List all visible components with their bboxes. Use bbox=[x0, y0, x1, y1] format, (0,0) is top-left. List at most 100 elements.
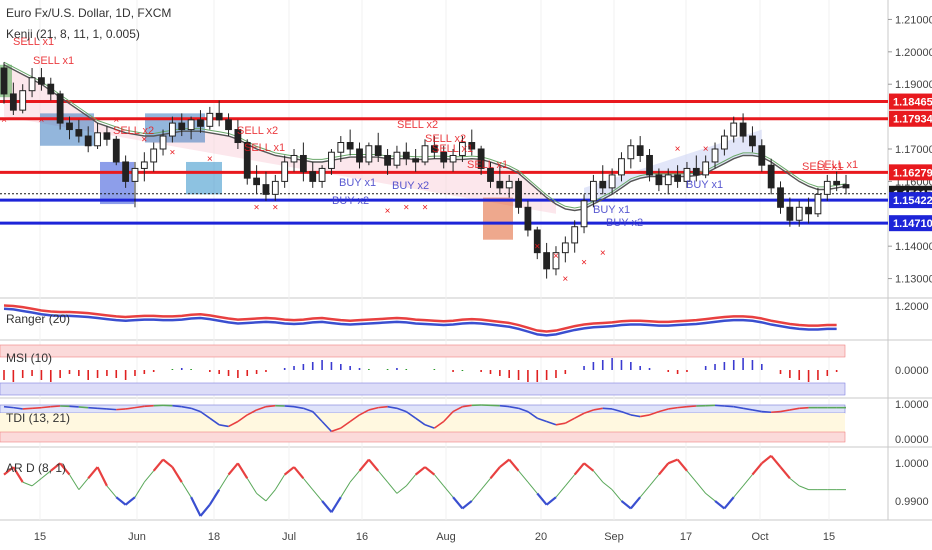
candle-up bbox=[702, 161, 710, 176]
candle-down bbox=[299, 154, 307, 173]
candle-up bbox=[187, 119, 195, 131]
y-tick-label: 1.20000 bbox=[895, 47, 932, 59]
candle bbox=[571, 220, 579, 253]
candle bbox=[608, 168, 616, 195]
candle-up bbox=[664, 174, 672, 186]
signal-cross-marker: × bbox=[141, 135, 147, 146]
tdi-line-segment bbox=[668, 406, 678, 410]
candle-up bbox=[561, 242, 569, 254]
x-tick-label: Sep bbox=[604, 531, 624, 543]
candle-up bbox=[711, 148, 719, 163]
y-axis: 1.210001.200001.190001.170001.160001.140… bbox=[888, 14, 932, 286]
candle bbox=[0, 62, 8, 104]
candle bbox=[655, 168, 663, 192]
candle bbox=[253, 165, 261, 195]
candle bbox=[468, 129, 476, 156]
tdi-line-segment bbox=[78, 406, 89, 409]
candle bbox=[47, 77, 55, 101]
ard-line-segment bbox=[50, 462, 61, 472]
sell-zone-fill bbox=[4, 64, 556, 214]
ard-line-segment bbox=[312, 489, 323, 502]
candle-down bbox=[66, 122, 73, 131]
candle-down bbox=[356, 148, 363, 163]
candle bbox=[842, 174, 850, 195]
ard-line-segment bbox=[564, 474, 576, 487]
ard-line-segment bbox=[171, 466, 183, 483]
signal-cross-marker: × bbox=[207, 154, 213, 165]
candle bbox=[683, 161, 691, 188]
msi-pane-label: MSI (10) bbox=[6, 351, 53, 365]
x-tick-label: Jun bbox=[128, 531, 146, 543]
candle-down bbox=[430, 145, 438, 153]
candle-up bbox=[150, 148, 158, 163]
ard-line-segment bbox=[358, 458, 370, 472]
candle bbox=[459, 136, 466, 162]
candle-down bbox=[674, 174, 682, 182]
tdi-line-segment bbox=[359, 409, 370, 416]
candle bbox=[599, 165, 607, 195]
tdi-line-segment bbox=[564, 417, 576, 424]
ard-line-segment bbox=[162, 458, 174, 468]
chart-title: Euro Fx/U.S. Dollar, 1D, FXCM bbox=[6, 6, 172, 20]
tdi-line-segment bbox=[69, 405, 79, 408]
signal-label-sell-x2: SELL x2 bbox=[425, 133, 466, 145]
signal-label-sell-x1: SELL x1 bbox=[244, 142, 285, 154]
ranger-lower-band bbox=[3, 308, 837, 337]
candle bbox=[281, 155, 289, 188]
tdi-line-segment bbox=[443, 411, 454, 423]
ard-line-segment bbox=[770, 455, 782, 468]
signal-cross-marker: × bbox=[581, 258, 587, 269]
candle-down bbox=[197, 119, 204, 127]
x-tick-label: 15 bbox=[823, 531, 835, 543]
candle bbox=[543, 242, 551, 279]
candle-down bbox=[468, 142, 476, 150]
candle-down bbox=[225, 119, 232, 131]
candle bbox=[711, 142, 719, 169]
x-tick-label: Oct bbox=[751, 531, 768, 543]
signal-label-sell-x2: SELL x2 bbox=[113, 125, 154, 137]
candle bbox=[580, 194, 588, 234]
ard-line-segment bbox=[78, 478, 89, 490]
x-axis: 15 Jun 18 Jul 16 Aug 20 Sep 17 Oct 15 bbox=[34, 531, 835, 543]
kenji-indicator-label: Kenji (21, 8, 11, 1, 0.005) bbox=[6, 27, 140, 41]
x-tick-label: 17 bbox=[680, 531, 692, 543]
tdi-line-segment bbox=[546, 420, 557, 426]
candle bbox=[393, 145, 401, 169]
candle bbox=[833, 171, 841, 192]
candle-up bbox=[552, 252, 560, 270]
ard-line-segment bbox=[181, 481, 192, 498]
signal-label-sell-x1: SELL x1 bbox=[432, 143, 473, 155]
signal-label-buy-x1: BUY x1 bbox=[593, 204, 630, 216]
candle-up bbox=[814, 193, 822, 215]
tdi-line-segment bbox=[630, 414, 641, 418]
candle-up bbox=[449, 154, 457, 163]
tdi-line-segment bbox=[433, 420, 445, 429]
candle-up bbox=[328, 151, 335, 169]
ard-line-segment bbox=[3, 466, 15, 476]
candle-up bbox=[271, 180, 279, 195]
candle bbox=[767, 158, 775, 195]
tdi-line-segment bbox=[190, 407, 201, 413]
msi-lower-zone bbox=[0, 382, 846, 396]
candle bbox=[197, 110, 204, 133]
ard-line-segment bbox=[761, 454, 772, 465]
signal-cross-marker: × bbox=[385, 206, 391, 217]
ard-line-segment bbox=[69, 474, 80, 490]
candle-down bbox=[599, 180, 607, 189]
ard-line-segment bbox=[396, 485, 407, 494]
ard-line-segment bbox=[283, 466, 295, 476]
ard-line-segment bbox=[302, 478, 314, 490]
tdi-line-segment bbox=[246, 409, 257, 416]
tdi-line-segment bbox=[41, 405, 51, 409]
ard-line-segment bbox=[190, 496, 202, 517]
candle bbox=[337, 136, 345, 162]
tdi-line-segment bbox=[611, 408, 622, 413]
ard-line-segment bbox=[742, 474, 753, 487]
tdi-line-segment bbox=[340, 420, 351, 429]
candle-down bbox=[833, 180, 841, 186]
candles bbox=[0, 62, 850, 279]
candle bbox=[94, 123, 101, 149]
